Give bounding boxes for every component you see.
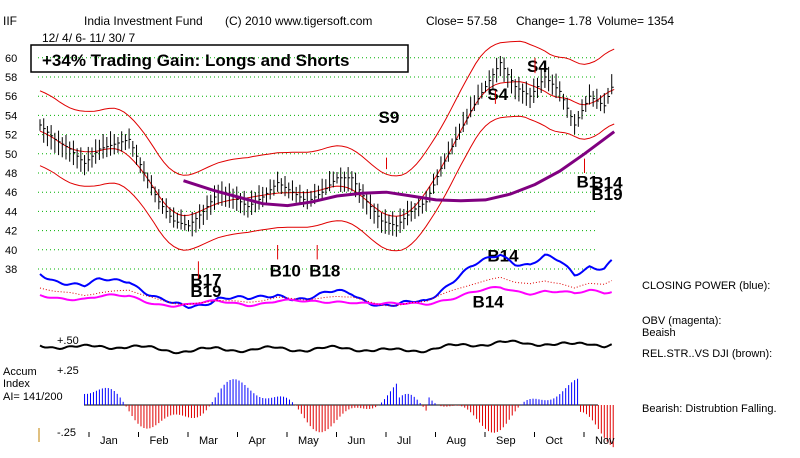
obv-label: OBV (magenta): — [642, 315, 721, 327]
closing-power-ma — [39, 276, 612, 307]
signal-b10: B10 — [270, 262, 301, 281]
accum-label-2: Index — [3, 378, 30, 390]
month-tick-label: Feb — [150, 435, 169, 447]
close-value: Close= 57.58 — [426, 14, 497, 28]
month-tick-label: Oct — [546, 435, 563, 447]
month-tick-label: Aug — [447, 435, 467, 447]
volume-value: Volume= 1354 — [597, 14, 674, 28]
month-tick-label: Mar — [199, 435, 218, 447]
y-tick-label: 58 — [5, 72, 17, 84]
month-tick-label: Nov — [595, 435, 615, 447]
price-grid — [38, 57, 598, 270]
accum-bottom-tick: -.25 — [57, 427, 76, 439]
signal-s4: S4 — [487, 85, 508, 104]
lower-band — [39, 115, 615, 252]
month-tick-label: Sep — [496, 435, 516, 447]
price-y-ticks: 38 40 42 44 46 48 50 52 54 56 58 60 — [5, 53, 17, 276]
change-value: Change= 1.78 — [516, 14, 592, 28]
closing-power-tick: +.50 — [57, 335, 79, 347]
ma200-line — [183, 130, 616, 208]
gain-box — [30, 44, 409, 73]
signal-b19: B19 — [190, 282, 221, 301]
y-tick-label: 54 — [5, 110, 17, 122]
obv-state: Beaish — [642, 327, 676, 339]
ticker-label: IIF — [3, 14, 17, 28]
month-tick-label: Jun — [348, 435, 366, 447]
bearish-label: Bearish: Distrubtion Falling. — [642, 403, 777, 415]
month-axis: Jan Feb Mar Apr May Jun Jul Aug Sep Oct Nov — [88, 432, 615, 447]
y-tick-label: 42 — [5, 226, 17, 238]
month-tick-label: Jul — [397, 435, 411, 447]
y-tick-label: 44 — [5, 206, 17, 218]
signal-b18: B18 — [309, 262, 340, 281]
gain-text: +34% Trading Gain: Longs and Shorts — [42, 51, 349, 70]
month-tick-label: Apr — [249, 435, 266, 447]
y-tick-label: 52 — [5, 130, 17, 142]
indicator-lines — [39, 253, 613, 355]
signal-b14: B14 — [473, 292, 505, 311]
signal-s4: S4 — [527, 57, 548, 76]
accum-label-1: Accum — [3, 366, 37, 378]
rel-str-label: REL.STR..VS DJI (brown): — [642, 348, 772, 360]
price-bars — [39, 55, 614, 237]
accum-index-panel — [84, 378, 614, 448]
closing-power-line — [39, 253, 613, 310]
y-tick-label: 40 — [5, 245, 17, 257]
obv-line — [39, 285, 613, 308]
y-tick-label: 60 — [5, 53, 17, 65]
upper-band — [39, 40, 615, 177]
accum-label-3: AI= 141/200 — [3, 391, 63, 403]
fund-name: India Investment Fund — [84, 14, 203, 28]
date-range: 12/ 4/ 6- 11/ 30/ 7 — [42, 31, 136, 45]
month-tick-label: May — [298, 435, 319, 447]
copyright: (C) 2010 www.tigersoft.com — [225, 14, 372, 28]
mid-band — [39, 81, 615, 217]
y-tick-label: 56 — [5, 91, 17, 103]
y-tick-label: 50 — [5, 149, 17, 161]
signal-s9: S9 — [379, 108, 400, 127]
moving-average — [183, 130, 616, 208]
y-tick-label: 38 — [5, 264, 17, 276]
accum-top-tick: +.25 — [57, 365, 79, 377]
signal-b14: B14 — [591, 173, 623, 192]
closing-power-label: CLOSING POWER (blue): — [642, 280, 770, 292]
y-tick-label: 46 — [5, 187, 17, 199]
signal-b19: B19 — [591, 185, 622, 204]
y-tick-label: 48 — [5, 168, 17, 180]
month-tick-label: Jan — [100, 435, 118, 447]
signal-b1: B1 — [577, 172, 599, 191]
rel-str-line — [39, 339, 613, 355]
